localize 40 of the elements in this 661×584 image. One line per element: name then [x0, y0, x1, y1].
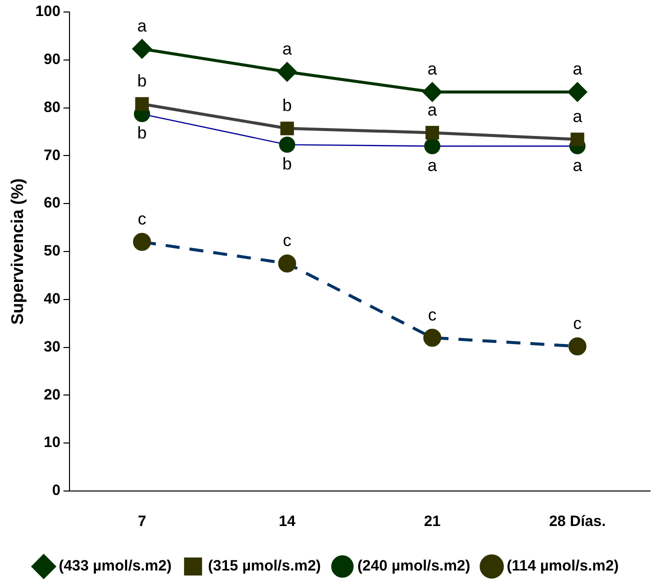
- y-tick-label: 0: [52, 482, 60, 500]
- legend-label: (433 µmol/s.m2): [58, 558, 172, 575]
- data-label: c: [428, 305, 438, 324]
- legend-label: (240 µmol/s.m2): [357, 558, 470, 575]
- x-tick-label: 21: [424, 513, 441, 530]
- data-label: c: [573, 314, 582, 334]
- point: [422, 82, 442, 102]
- legend-label: (114 µmol/s.m2): [506, 558, 619, 575]
- data-label: a: [572, 156, 583, 175]
- y-tick-label: 60: [44, 194, 60, 212]
- data-label: b: [137, 72, 147, 91]
- data-label: a: [137, 16, 148, 36]
- data-label: a: [572, 60, 583, 79]
- data-label: b: [282, 154, 292, 174]
- y-tick-label: 10: [44, 434, 60, 452]
- legend-label: (315 µmol/s.m2): [208, 558, 321, 575]
- y-tick-label: 100: [35, 3, 60, 20]
- data-label: c: [138, 210, 147, 229]
- data-label: b: [137, 124, 147, 143]
- point: [278, 62, 297, 82]
- y-tick-label: 50: [44, 242, 60, 260]
- y-tick-label: 30: [44, 338, 60, 356]
- data-label: a: [428, 100, 438, 120]
- data-label: b: [282, 96, 292, 116]
- y-axis-title: Supervivencia (%): [8, 178, 27, 325]
- data-label: a: [572, 107, 583, 126]
- x-tick-label: 7: [138, 513, 146, 530]
- point: [568, 82, 587, 102]
- point: [132, 39, 152, 58]
- y-tick-label: 90: [44, 51, 60, 68]
- data-label: a: [428, 156, 438, 175]
- y-tick-label: 20: [44, 386, 60, 404]
- data-label: a: [428, 60, 438, 79]
- y-tick-label: 70: [44, 146, 60, 164]
- y-tick-label: 40: [44, 290, 60, 308]
- y-tick-label: 80: [44, 98, 60, 116]
- data-label: c: [282, 231, 292, 250]
- x-tick-label: 28 Días.: [549, 513, 606, 530]
- data-label: a: [282, 40, 292, 59]
- x-tick-label: 14: [278, 513, 296, 530]
